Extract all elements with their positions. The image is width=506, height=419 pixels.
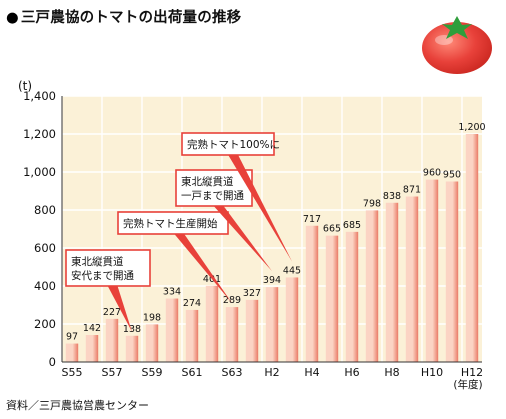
annotation-label: 安代まで開通 — [71, 269, 134, 282]
x-tick-label: S61 — [182, 366, 203, 379]
data-label: 838 — [383, 191, 401, 202]
y-tick-label: 400 — [34, 279, 56, 293]
x-tick-label: S59 — [142, 366, 163, 379]
callout-box — [181, 132, 275, 156]
data-label: 394 — [263, 275, 281, 286]
x-tick-label: S55 — [62, 366, 83, 379]
data-label: 97 — [66, 332, 78, 343]
annotation-label: 完熟トマト100%に — [187, 138, 280, 151]
x-tick-label: H4 — [304, 366, 319, 379]
bar — [445, 181, 459, 362]
x-tick-label: H8 — [384, 366, 399, 379]
bar — [285, 277, 299, 362]
y-tick-label: 200 — [34, 317, 56, 331]
bar — [185, 309, 199, 362]
y-tick-label: 1,200 — [23, 127, 56, 141]
bar — [365, 210, 379, 362]
y-tick-label: 0 — [49, 355, 56, 369]
callout-pointer — [212, 205, 272, 272]
y-tick-label: 1,000 — [23, 165, 56, 179]
callout-box — [175, 169, 253, 207]
bar — [465, 134, 479, 362]
x-tick-label: H12 — [461, 366, 483, 379]
bar — [265, 287, 279, 362]
bar — [405, 196, 419, 362]
source-note: 資料／三戸農協営農センター — [6, 399, 149, 412]
annotation-label: 東北縦貫道 — [71, 255, 124, 268]
callout-pointer — [173, 233, 232, 304]
callout-box — [65, 249, 151, 287]
x-tick-label: H2 — [264, 366, 279, 379]
data-label: 685 — [343, 220, 361, 231]
data-label: 665 — [323, 224, 341, 235]
bar — [105, 318, 119, 362]
tomato-icon — [422, 16, 492, 74]
x-tick-label: H6 — [344, 366, 359, 379]
data-label: 717 — [303, 214, 321, 225]
data-label: 334 — [163, 287, 181, 298]
data-label: 1,200 — [458, 122, 485, 133]
x-tick-label: H10 — [421, 366, 443, 379]
bar — [125, 335, 139, 362]
data-label: 289 — [223, 295, 241, 306]
bar — [245, 299, 259, 362]
callout-pointer — [227, 154, 292, 262]
data-label: 198 — [143, 312, 161, 323]
title-bullet: ● — [6, 10, 19, 26]
bar — [145, 324, 159, 362]
data-label: 274 — [183, 298, 201, 309]
bar — [385, 202, 399, 362]
data-label: 138 — [123, 324, 141, 335]
data-label: 960 — [423, 168, 441, 179]
y-tick-label: 600 — [34, 241, 56, 255]
bar — [225, 307, 239, 362]
bar — [325, 235, 339, 362]
data-label: 401 — [203, 274, 221, 285]
y-axis-unit-label: (t) — [18, 79, 33, 93]
data-label: 227 — [103, 307, 121, 318]
bar — [205, 285, 219, 362]
callout-pointer — [107, 285, 132, 332]
annotation-label: 一戸まで開通 — [181, 190, 244, 202]
bar — [65, 343, 79, 362]
data-label: 142 — [83, 323, 101, 334]
annotation-label: 東北縦貫道 — [181, 175, 234, 188]
bar — [305, 225, 319, 362]
bar — [425, 179, 439, 362]
data-label: 327 — [243, 288, 261, 299]
data-label: 950 — [443, 170, 461, 181]
annotation-label: 完熟トマト生産開始 — [123, 217, 218, 230]
data-label: 871 — [403, 185, 421, 196]
tomato-body — [422, 22, 492, 74]
y-tick-label: 1,400 — [23, 89, 56, 103]
tomato-leaf — [442, 16, 472, 39]
y-tick-label: 800 — [34, 203, 56, 217]
data-label: 798 — [363, 198, 381, 209]
bar — [345, 231, 359, 362]
x-tick-label: S57 — [102, 366, 123, 379]
x-tick-label: S63 — [222, 366, 243, 379]
callout-box — [117, 211, 229, 235]
bar — [165, 298, 179, 362]
bar — [85, 335, 99, 362]
chart-title-text: 三戸農協のトマトの出荷量の推移 — [20, 10, 242, 26]
chart-title: ● 三戸農協のトマトの出荷量の推移 — [6, 6, 241, 27]
x-axis-label: (年度) — [453, 378, 482, 391]
data-label: 445 — [283, 265, 301, 276]
